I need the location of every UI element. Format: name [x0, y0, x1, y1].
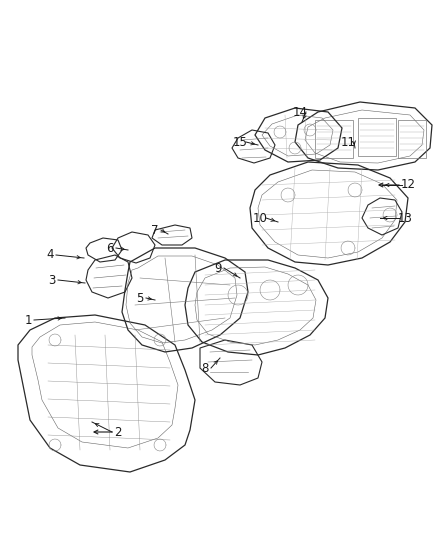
Text: 15: 15 — [233, 135, 247, 149]
Text: 8: 8 — [201, 361, 208, 375]
Text: 11: 11 — [340, 135, 356, 149]
Text: 3: 3 — [48, 273, 56, 287]
Text: 13: 13 — [398, 212, 413, 224]
Text: 6: 6 — [106, 241, 114, 254]
Text: 4: 4 — [46, 248, 54, 262]
Text: 9: 9 — [214, 262, 222, 274]
Text: 2: 2 — [114, 425, 122, 439]
Text: 5: 5 — [136, 292, 144, 304]
Text: 14: 14 — [293, 106, 307, 118]
Text: 10: 10 — [253, 212, 268, 224]
Text: 1: 1 — [24, 313, 32, 327]
Text: 12: 12 — [400, 179, 416, 191]
Text: 7: 7 — [151, 223, 159, 237]
